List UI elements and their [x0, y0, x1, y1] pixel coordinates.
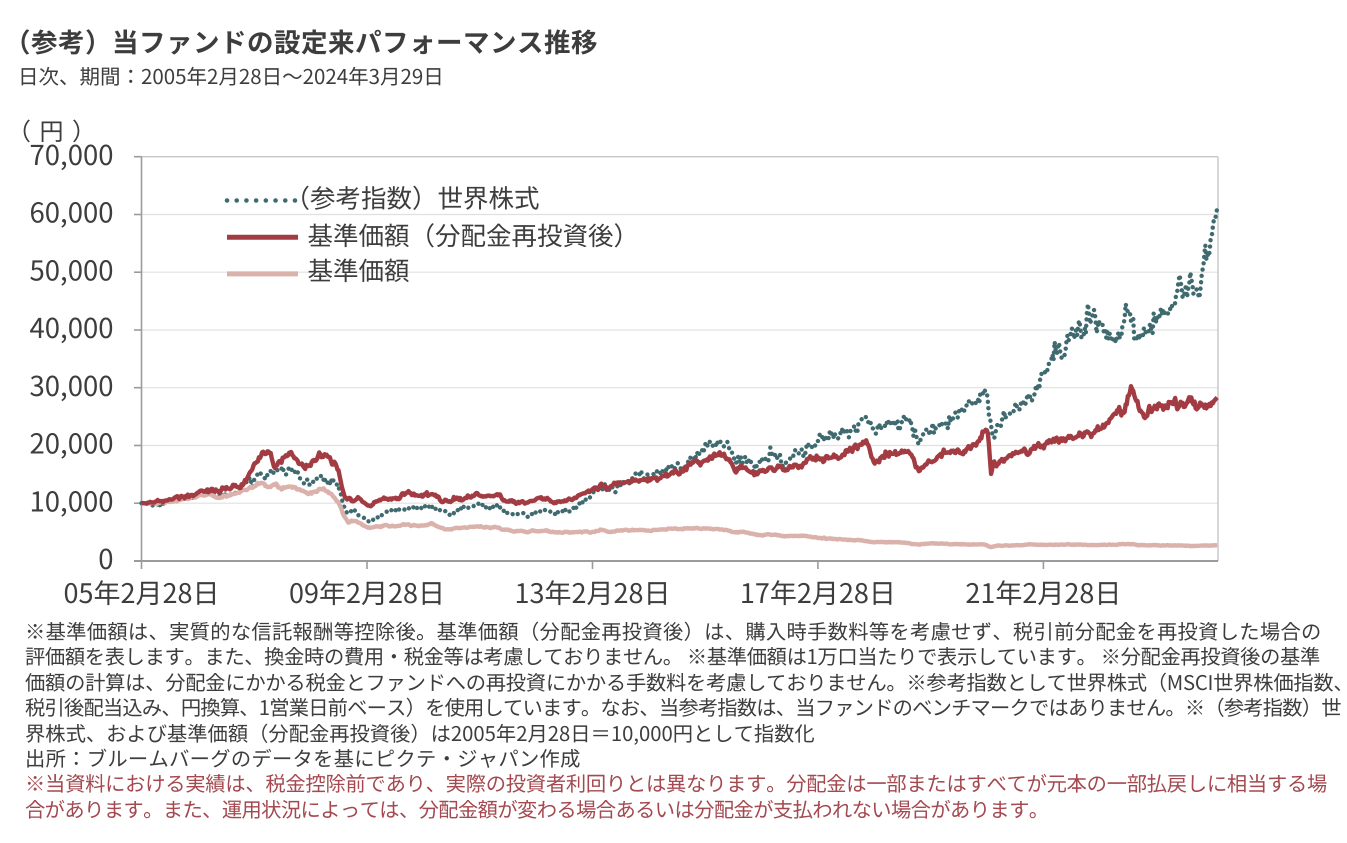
svg-text:13年2月28日: 13年2月28日 — [515, 572, 671, 611]
svg-text:05年2月28日: 05年2月28日 — [64, 572, 220, 611]
svg-text:21年2月28日: 21年2月28日 — [965, 572, 1121, 611]
svg-text:基準価額（分配金再投資後）: 基準価額（分配金再投資後） — [308, 216, 640, 253]
svg-text:40,000: 40,000 — [30, 306, 114, 346]
svg-text:基準価額: 基準価額 — [308, 251, 410, 288]
svg-text:70,000: 70,000 — [30, 133, 114, 173]
svg-text:30,000: 30,000 — [30, 364, 114, 404]
svg-text:09年2月28日: 09年2月28日 — [289, 572, 445, 611]
svg-text:50,000: 50,000 — [30, 248, 114, 288]
svg-text:17年2月28日: 17年2月28日 — [740, 572, 896, 611]
svg-text:（参考指数）世界株式: （参考指数）世界株式 — [285, 179, 540, 216]
svg-text:10,000: 10,000 — [30, 479, 114, 519]
svg-text:60,000: 60,000 — [30, 191, 114, 231]
svg-text:20,000: 20,000 — [30, 422, 114, 462]
svg-text:0: 0 — [98, 537, 113, 577]
